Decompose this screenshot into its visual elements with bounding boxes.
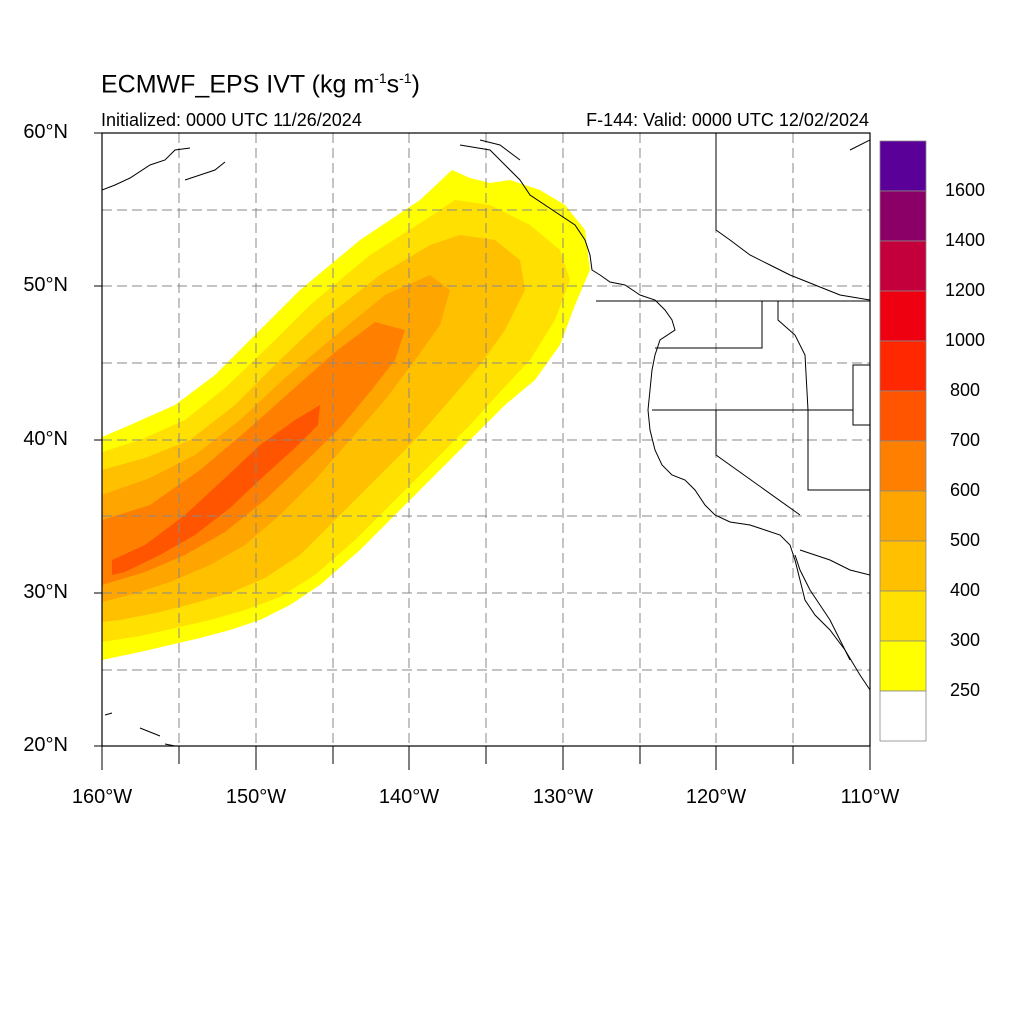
chart-title: ECMWF_EPS IVT (kg m-1s-1)	[101, 70, 420, 99]
colorbar	[879, 140, 927, 742]
lon-label-120w: 120°W	[685, 786, 747, 808]
colorbar-box	[879, 140, 927, 192]
colorbar-label: 800	[949, 380, 981, 400]
lat-label-50: 50°N	[23, 274, 68, 296]
lat-label-40: 40°N	[23, 428, 68, 450]
colorbar-box	[879, 340, 927, 392]
ivt-field	[102, 170, 590, 660]
colorbar-box	[879, 440, 927, 492]
colorbar-label: 400	[949, 580, 981, 600]
lon-label-150w: 150°W	[225, 786, 287, 808]
colorbar-box	[879, 390, 927, 442]
colorbar-box	[879, 690, 927, 742]
lon-label-160w: 160°W	[71, 786, 133, 808]
lon-label-140w: 140°W	[378, 786, 440, 808]
colorbar-label: 600	[949, 480, 981, 500]
lat-label-60: 60°N	[23, 121, 68, 143]
colorbar-box	[879, 290, 927, 342]
colorbar-label: 1600	[944, 180, 986, 200]
colorbar-label: 1200	[944, 280, 986, 300]
colorbar-box	[879, 490, 927, 542]
colorbar-label: 250	[949, 680, 981, 700]
colorbar-label: 1400	[944, 230, 986, 250]
colorbar-box	[879, 640, 927, 692]
valid-time-label: F-144: Valid: 0000 UTC 12/02/2024	[586, 110, 869, 130]
lon-label-130w: 130°W	[532, 786, 594, 808]
colorbar-box	[879, 540, 927, 592]
colorbar-label: 300	[949, 630, 981, 650]
colorbar-label: 500	[949, 530, 981, 550]
init-time-label: Initialized: 0000 UTC 11/26/2024	[101, 110, 362, 130]
grid-lines	[102, 133, 870, 746]
colorbar-box	[879, 240, 927, 292]
colorbar-box	[879, 190, 927, 242]
colorbar-box	[879, 590, 927, 642]
lon-label-110w: 110°W	[840, 786, 900, 808]
political-borders	[596, 133, 870, 576]
colorbar-label: 700	[949, 430, 981, 450]
colorbar-label: 1000	[944, 330, 986, 350]
tick-marks	[94, 132, 871, 770]
ivt-band-700	[112, 405, 320, 575]
coastlines	[102, 139, 870, 746]
lat-label-20: 20°N	[23, 734, 68, 756]
lat-label-30: 30°N	[23, 581, 68, 603]
